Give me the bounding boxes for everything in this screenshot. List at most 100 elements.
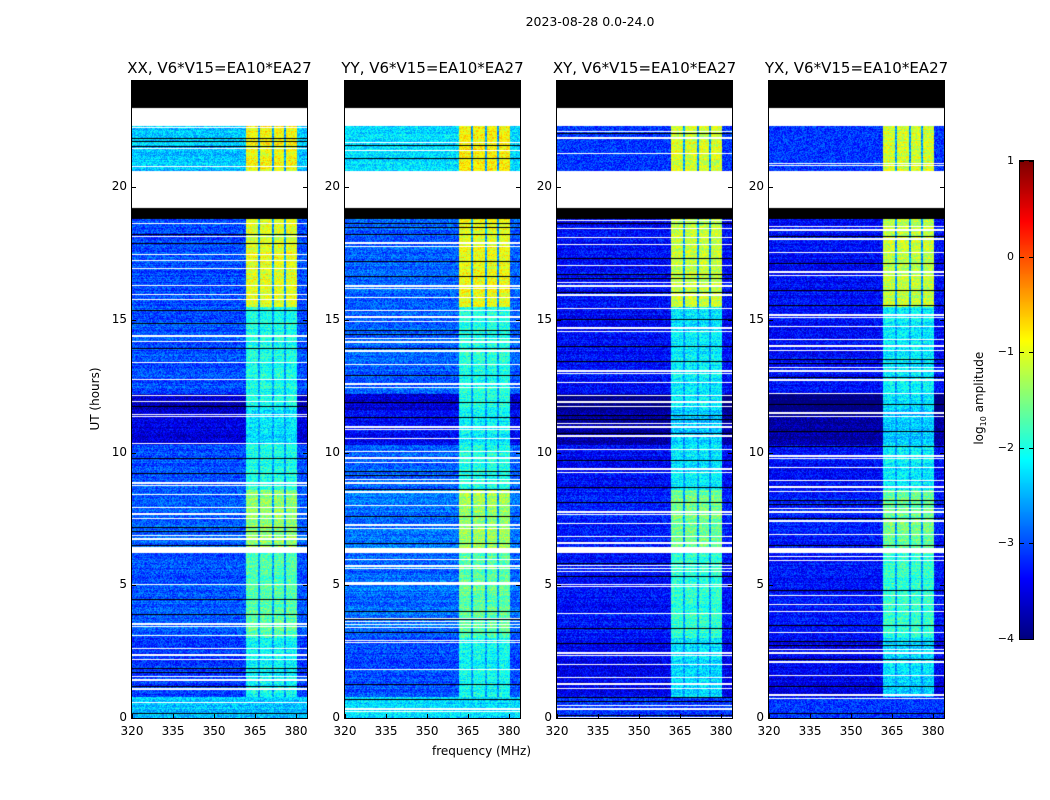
y-tick-label: 5 (332, 577, 340, 592)
colorbar-tick-mark (1020, 543, 1024, 545)
y-tick-mark (769, 452, 773, 454)
y-tick-label: 20 (536, 179, 552, 194)
colorbar-tick-mark (1020, 447, 1024, 449)
y-tick-label: 0 (119, 710, 127, 724)
y-tick-label: 5 (119, 577, 127, 592)
x-tick-mark (598, 81, 600, 85)
y-tick-label: 15 (536, 311, 552, 326)
x-tick-label: 365 (243, 724, 267, 738)
heatmap-image (769, 81, 944, 718)
x-tick-label: 365 (880, 724, 904, 738)
x-tick-mark (345, 81, 346, 85)
y-tick-label: 10 (324, 444, 340, 459)
y-tick-mark (303, 585, 307, 587)
y-tick-label: 20 (111, 179, 127, 194)
x-tick-label: 335 (374, 724, 398, 738)
x-tick-label: 350 (839, 724, 863, 738)
x-tick-mark (557, 81, 558, 85)
x-tick-label: 380 (284, 724, 308, 738)
x-tick-label: 380 (921, 724, 945, 738)
colorbar-label: log10 amplitude (971, 351, 989, 445)
heatmap-image (557, 81, 732, 718)
x-tick-mark (933, 714, 935, 718)
y-tick-mark (303, 718, 307, 719)
panel-title: YX, V6*V15=EA10*EA27 (764, 59, 949, 77)
colorbar-tick-mark (1020, 161, 1024, 162)
y-tick-label: 10 (748, 444, 764, 459)
x-tick-mark (680, 81, 682, 85)
heatmap-panel (131, 80, 308, 719)
y-tick-mark (516, 187, 520, 189)
colorbar-tick-mark (1029, 352, 1033, 354)
y-tick-label: 0 (332, 710, 340, 724)
y-tick-mark (769, 585, 773, 587)
y-tick-mark (728, 452, 732, 454)
colorbar-tick-mark (1029, 639, 1033, 640)
y-tick-mark (345, 319, 349, 321)
panel-title: XX, V6*V15=EA10*EA27 (127, 59, 312, 77)
x-tick-mark (132, 81, 133, 85)
x-tick-mark (386, 714, 388, 718)
x-tick-label: 320 (757, 724, 781, 738)
colorbar-tick-mark (1029, 447, 1033, 449)
colorbar-tick-label: −2 (997, 440, 1014, 454)
y-tick-label: 20 (324, 179, 340, 194)
colorbar-tick-mark (1020, 256, 1024, 258)
x-tick-mark (557, 714, 558, 718)
colorbar-tick-label: −1 (997, 345, 1014, 359)
y-tick-mark (940, 319, 944, 321)
x-tick-mark (598, 714, 600, 718)
x-tick-label: 320 (545, 724, 569, 738)
y-tick-label: 10 (536, 444, 552, 459)
y-tick-label: 0 (756, 710, 764, 724)
y-axis-label: UT (hours) (88, 367, 102, 431)
y-tick-label: 20 (748, 179, 764, 194)
y-tick-mark (728, 718, 732, 719)
heatmap-image (132, 81, 307, 718)
y-tick-mark (728, 187, 732, 189)
x-tick-label: 320 (333, 724, 357, 738)
y-tick-mark (345, 452, 349, 454)
x-tick-mark (345, 714, 346, 718)
y-tick-mark (132, 718, 136, 719)
x-tick-mark (721, 714, 723, 718)
y-tick-mark (557, 452, 561, 454)
heatmap-panel (768, 80, 945, 719)
x-tick-mark (296, 81, 298, 85)
x-tick-label: 350 (627, 724, 651, 738)
y-tick-mark (769, 718, 773, 719)
colorbar-tick-label: −3 (997, 536, 1014, 550)
y-tick-label: 5 (544, 577, 552, 592)
x-tick-mark (173, 714, 175, 718)
y-tick-mark (345, 718, 349, 719)
x-tick-mark (214, 714, 216, 718)
x-axis-label: frequency (MHz) (432, 744, 532, 758)
x-tick-mark (769, 714, 770, 718)
y-tick-label: 15 (324, 311, 340, 326)
y-tick-mark (769, 187, 773, 189)
x-tick-label: 335 (586, 724, 610, 738)
y-tick-mark (728, 319, 732, 321)
heatmap-panel (556, 80, 733, 719)
x-tick-mark (132, 714, 133, 718)
colorbar-tick-mark (1029, 256, 1033, 258)
y-tick-label: 15 (111, 311, 127, 326)
y-tick-mark (345, 585, 349, 587)
y-tick-mark (940, 187, 944, 189)
y-tick-mark (557, 718, 561, 719)
y-tick-mark (303, 319, 307, 321)
y-tick-label: 0 (544, 710, 552, 724)
colorbar-tick-mark (1029, 161, 1033, 162)
y-tick-mark (132, 452, 136, 454)
colorbar-tick-mark (1020, 639, 1024, 640)
x-tick-mark (721, 81, 723, 85)
y-tick-mark (303, 187, 307, 189)
heatmap-panel (344, 80, 521, 719)
y-tick-mark (728, 585, 732, 587)
x-tick-mark (427, 81, 429, 85)
x-tick-label: 320 (120, 724, 144, 738)
x-tick-mark (214, 81, 216, 85)
figure-title: 2023-08-28 0.0-24.0 (525, 14, 655, 29)
y-tick-mark (940, 585, 944, 587)
